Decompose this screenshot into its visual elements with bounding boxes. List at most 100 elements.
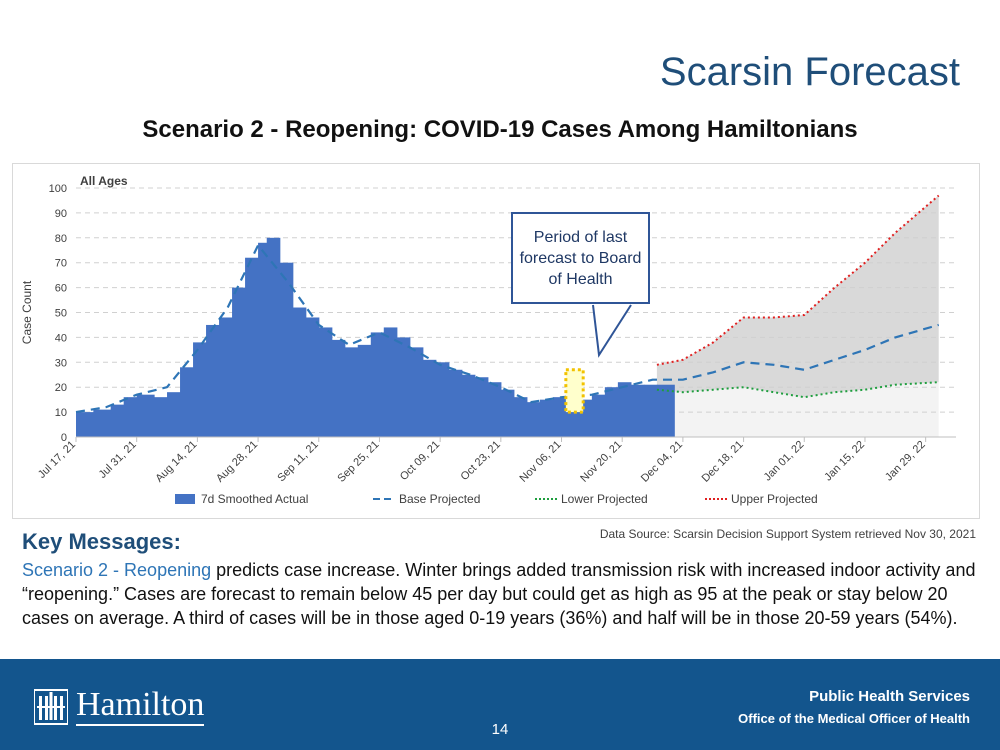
x-tick-label: Aug 28, 21 [214, 439, 260, 485]
actual-bar [318, 327, 333, 437]
series-line-upper-projected [656, 194, 940, 366]
x-tick-label: Dec 04, 21 [639, 439, 685, 485]
actual-bar [422, 359, 437, 437]
actual-bar [643, 384, 658, 437]
chart-container: 0 10 20 30 40 50 60 70 80 90 100 Jul 17, 21 Jul 31, … [12, 163, 980, 519]
key-messages-heading: Key Messages: [22, 529, 181, 554]
series-line-lower-projected [656, 381, 939, 399]
x-tick-label: Jan 15, 22 [822, 439, 867, 484]
y-tick-label: 30 [55, 357, 67, 369]
actual-bar [409, 347, 424, 437]
y-tick-label: 90 [55, 208, 67, 220]
actual-bar [526, 402, 541, 437]
y-tick-label: 80 [55, 233, 67, 245]
actual-bar [513, 397, 528, 437]
key-messages-lead: Scenario 2 - Reopening [22, 560, 212, 580]
y-tick-label: 70 [55, 258, 67, 270]
legend-label: Lower Projected [561, 492, 648, 506]
actual-bar [193, 342, 207, 437]
actual-bar [266, 237, 281, 437]
actual-bar [539, 399, 554, 437]
actual-bar [344, 347, 359, 437]
x-tick-label: Dec 18, 21 [700, 439, 746, 485]
x-tick-label: Nov 06, 21 [518, 439, 564, 485]
actual-bar [279, 262, 294, 437]
y-tick-label: 100 [49, 183, 67, 195]
actual-bar [292, 307, 307, 437]
actual-bar [110, 404, 125, 437]
x-tick-label: Sep 25, 21 [335, 439, 381, 485]
actual-bar [656, 384, 675, 437]
y-tick-label: 60 [55, 283, 67, 295]
y-tick-label: 20 [55, 382, 67, 394]
x-tick-label: Jan 01, 22 [762, 439, 807, 484]
actual-bar [552, 397, 567, 437]
actual-bar [245, 257, 259, 437]
x-tick-label: Nov 20, 21 [578, 439, 624, 485]
x-tick-label: Aug 14, 21 [153, 439, 199, 485]
actual-bar [93, 409, 112, 437]
x-tick-label: Jul 17, 21 [36, 439, 78, 481]
x-tick-label: Oct 09, 21 [398, 439, 442, 483]
y-tick-label: 50 [55, 308, 67, 320]
actual-bar [136, 394, 155, 437]
actual-bar [435, 362, 450, 437]
actual-bar [232, 287, 246, 437]
hamilton-logo: Hamilton [34, 686, 205, 726]
slide-title: Scarsin Forecast [659, 50, 960, 94]
city-hall-icon [34, 689, 68, 725]
actual-bar [154, 397, 168, 437]
actual-bar [461, 374, 476, 437]
legend-label: 7d Smoothed Actual [201, 492, 308, 506]
actual-bar [206, 324, 220, 437]
chart-inner-label: All Ages [80, 174, 128, 188]
actual-bar [167, 392, 181, 437]
data-source-note: Data Source: Scarsin Decision Support Sy… [599, 527, 976, 541]
key-messages-text: predicts case increase. Winter brings ad… [22, 560, 976, 628]
actual-bar [591, 394, 606, 437]
logo-wordmark: Hamilton [76, 686, 205, 726]
chart-heading: Scenario 2 - Reopening: COVID-19 Cases A… [142, 116, 858, 143]
actual-bar [604, 387, 619, 437]
y-tick-label: 0 [61, 432, 67, 444]
actual-bar [448, 369, 463, 437]
actual-bar [383, 327, 398, 437]
y-tick-label: 10 [55, 407, 67, 419]
actual-bar [331, 339, 346, 437]
projection-range-band [656, 195, 939, 398]
series-line-base-projected [75, 243, 940, 414]
actual-bar [123, 397, 138, 437]
actual-bar [219, 317, 233, 437]
actual-bar [258, 242, 268, 437]
actual-bar [305, 317, 320, 437]
actual-bar [357, 344, 372, 437]
x-tick-label: Sep 11, 21 [275, 439, 321, 485]
actual-bar [617, 382, 632, 437]
legend-swatch-actual [175, 494, 195, 504]
x-tick-label: Jul 31, 21 [97, 439, 139, 481]
actual-bar [500, 389, 515, 437]
actual-bar [180, 367, 194, 437]
org-name: Public Health Services [809, 688, 970, 705]
x-tick-label: Oct 23, 21 [459, 439, 503, 483]
actual-bar [396, 337, 411, 437]
legend-label: Upper Projected [731, 492, 818, 506]
page-number: 14 [491, 721, 509, 738]
actual-bar [474, 377, 489, 437]
projection-below-band [656, 382, 939, 437]
org-office: Office of the Medical Officer of Health [738, 711, 970, 726]
actual-bar [370, 332, 385, 437]
legend-label: Base Projected [399, 492, 480, 506]
key-messages-body: Scenario 2 - Reopening predicts case inc… [22, 558, 978, 630]
footer-bar: Hamilton 14 Public Health Services Offic… [0, 659, 1000, 750]
case-forecast-chart: 0 10 20 30 40 50 60 70 80 90 100 Jul 17, 21 Jul 31, … [20, 174, 956, 506]
actual-bar [630, 384, 645, 437]
callout-pointer [592, 304, 632, 358]
actual-bar [487, 382, 502, 437]
actual-bar [76, 412, 94, 437]
last-forecast-period-box [564, 368, 585, 414]
y-axis-title: Case Count [20, 280, 34, 344]
forecast-period-callout: Period of last forecast to Board of Heal… [511, 212, 650, 304]
x-tick-label: Jan 29, 22 [883, 439, 928, 484]
y-tick-label: 40 [55, 332, 67, 344]
